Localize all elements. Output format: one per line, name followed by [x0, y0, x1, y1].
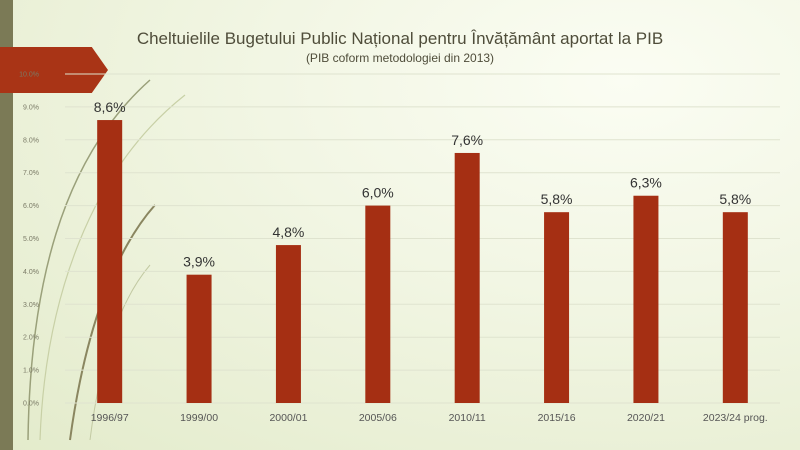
bar: [722, 212, 748, 403]
data-label: 5,8%: [541, 191, 573, 207]
y-axis-ticks: 0.0% 1.0% 2.0% 3.0% 4.0% 5.0% 6.0% 7.0% 8.0% 9.0%…: [19, 72, 39, 408]
y-tick-label: 0.0%: [23, 401, 39, 408]
x-axis-labels: 1996/97 1999/00 2000/01 2005/06 2010/11 2015/…: [91, 412, 768, 424]
data-labels: 8,6% 3,9% 4,8% 6,0% 7,6% 5,8% 6,3% 5,8%: [94, 99, 752, 270]
y-tick-label: 6.0%: [23, 203, 39, 210]
y-tick-label: 5.0%: [23, 236, 39, 243]
bar: [275, 245, 301, 403]
data-label: 5,8%: [719, 191, 751, 207]
x-tick-label: 1999/00: [180, 412, 218, 424]
data-label: 6,3%: [630, 175, 662, 191]
y-tick-label: 9.0%: [23, 104, 39, 111]
left-accent-bar: [0, 0, 13, 450]
x-tick-label: 2005/06: [359, 412, 397, 424]
x-tick-label: 2020/21: [627, 412, 665, 424]
gridlines: [65, 73, 780, 404]
bar: [633, 195, 659, 403]
data-label: 7,6%: [451, 132, 483, 148]
x-tick-label: 2010/11: [449, 412, 486, 424]
data-label: 3,9%: [183, 254, 215, 270]
data-label: 4,8%: [272, 224, 304, 240]
x-tick-label: 2015/16: [538, 412, 576, 424]
y-tick-label: 8.0%: [23, 137, 39, 144]
y-tick-label: 3.0%: [23, 302, 39, 309]
data-label: 6,0%: [362, 185, 394, 201]
y-tick-label: 4.0%: [23, 269, 39, 276]
bar: [454, 152, 480, 403]
chart-subtitle: (PIB coform metodologiei din 2013): [305, 51, 495, 65]
chart-title: Cheltuielile Bugetului Public Național p…: [136, 29, 664, 48]
bar: [97, 120, 123, 403]
y-tick-label: 1.0%: [23, 368, 39, 375]
bar: [365, 205, 391, 403]
x-tick-label: 2000/01: [269, 412, 307, 424]
x-tick-label: 2023/24 prog.: [703, 412, 768, 424]
data-label: 8,6%: [94, 99, 126, 115]
y-tick-label: 2.0%: [23, 335, 39, 342]
y-tick-label: 7.0%: [23, 170, 39, 177]
y-tick-label: 10.0%: [19, 72, 39, 79]
bar: [544, 212, 570, 403]
title-arrow-shape: [0, 47, 108, 93]
x-tick-label: 1996/97: [91, 412, 129, 424]
bar: [186, 274, 212, 403]
decorative-curves: [27, 79, 186, 441]
bars: [97, 120, 748, 403]
